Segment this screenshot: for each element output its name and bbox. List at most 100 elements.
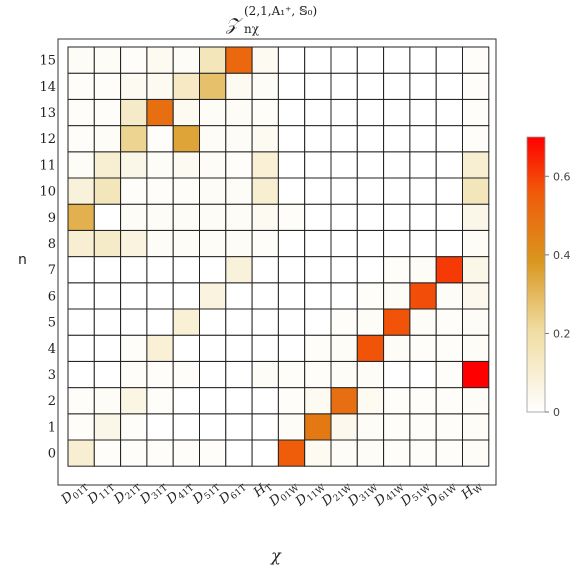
chart-title: 𝒵 (2,1,A₁⁺, 𝕊₀) nχ (225, 4, 317, 36)
heatmap-cell-n2-x0 (67, 387, 95, 415)
y-tick-label: 10 (39, 185, 56, 200)
heatmap-cell-n3-x10 (330, 360, 358, 389)
heatmap-cell-n5-x3 (146, 308, 174, 336)
heatmap-cell-n6-x0 (67, 282, 95, 310)
y-tick-label: 4 (48, 342, 56, 357)
heatmap-cell-n1-x1 (93, 413, 122, 441)
heatmap-cell-n0-x14 (435, 439, 464, 467)
heatmap-cell-n6-x8 (277, 282, 306, 310)
heatmap-cell-n14-x11 (356, 72, 385, 100)
heatmap-cell-n13-x9 (304, 98, 332, 127)
heatmap-cell-n11-x5 (199, 151, 227, 179)
heatmap-cell-n7-x12 (383, 256, 411, 284)
title-symbol: 𝒵 (225, 15, 243, 35)
heatmap-cell-n10-x3 (146, 177, 174, 205)
heatmap-cell-n15-x11 (356, 46, 385, 74)
heatmap-cell-n4-x14 (435, 334, 464, 362)
heatmap-cell-n14-x3 (146, 72, 174, 100)
heatmap-cell-n1-x3 (146, 413, 174, 441)
heatmap-cell-n8-x10 (330, 229, 358, 258)
heatmap-cell-n0-x3 (146, 439, 174, 467)
heatmap-cell-n10-x8 (277, 177, 306, 205)
heatmap-cell-n7-x1 (93, 256, 122, 284)
heatmap-cell-n12-x7 (251, 125, 279, 153)
y-tick-label: 12 (39, 132, 56, 147)
heatmap-cell-n2-x8 (277, 387, 306, 415)
heatmap-cell-n13-x7 (251, 98, 279, 127)
heatmap-cell-n3-x6 (225, 360, 253, 389)
heatmap-cell-n5-x5 (199, 308, 227, 336)
heatmap-cell-n14-x7 (251, 72, 279, 100)
heatmap-cell-n10-x5 (199, 177, 227, 205)
heatmap-cell-n9-x4 (172, 203, 200, 231)
heatmap-cell-n4-x0 (67, 334, 95, 362)
heatmap-cell-n0-x4 (172, 439, 200, 467)
heatmap-cell-n13-x8 (277, 98, 306, 127)
heatmap-cells (67, 46, 490, 467)
heatmap-cell-n6-x7 (251, 282, 279, 310)
heatmap-cell-n0-x8 (277, 439, 306, 467)
y-tick-label: 3 (48, 368, 56, 383)
heatmap-cell-n11-x9 (304, 151, 332, 179)
heatmap-cell-n3-x0 (67, 360, 95, 389)
heatmap-cell-n6-x9 (304, 282, 332, 310)
heatmap-cell-n13-x14 (435, 98, 464, 127)
plot-frame (57, 38, 497, 486)
heatmap-cell-n8-x14 (435, 229, 464, 258)
heatmap-cell-n0-x13 (409, 439, 437, 467)
y-tick-label: 2 (48, 394, 56, 409)
heatmap-cell-n1-x8 (277, 413, 306, 441)
heatmap-cell-n10-x4 (172, 177, 200, 205)
heatmap-cell-n4-x1 (93, 334, 122, 362)
heatmap-cell-n11-x3 (146, 151, 174, 179)
heatmap-cell-n15-x0 (67, 46, 95, 74)
heatmap-cell-n9-x12 (383, 203, 411, 231)
heatmap-cell-n14-x12 (383, 72, 411, 100)
heatmap-cell-n13-x12 (383, 98, 411, 127)
heatmap-cell-n9-x2 (120, 203, 148, 231)
heatmap-cell-n14-x13 (409, 72, 437, 100)
heatmap-cell-n6-x6 (225, 282, 253, 310)
heatmap-cell-n2-x11 (356, 387, 385, 415)
colorbar-tick-label: 0 (553, 406, 560, 419)
heatmap-cell-n6-x13 (409, 282, 437, 310)
heatmap-cell-n0-x9 (304, 439, 332, 467)
heatmap-cell-n14-x4 (172, 72, 200, 100)
heatmap-cell-n9-x0 (67, 203, 95, 231)
heatmap-cell-n12-x4 (172, 125, 200, 153)
heatmap-cell-n9-x7 (251, 203, 279, 231)
heatmap-cell-n3-x2 (120, 360, 148, 389)
heatmap-cell-n11-x13 (409, 151, 437, 179)
colorbar-tick-label: 0.2 (553, 327, 571, 340)
heatmap-cell-n0-x15 (462, 439, 490, 467)
heatmap-cell-n10-x11 (356, 177, 385, 205)
heatmap-cell-n4-x5 (199, 334, 227, 362)
heatmap-cell-n5-x6 (225, 308, 253, 336)
heatmap-cell-n12-x1 (93, 125, 122, 153)
heatmap-cell-n10-x1 (93, 177, 122, 205)
heatmap-cell-n3-x5 (199, 360, 227, 389)
heatmap-cell-n6-x10 (330, 282, 358, 310)
heatmap-cell-n4-x9 (304, 334, 332, 362)
heatmap-cell-n8-x5 (199, 229, 227, 258)
heatmap-cell-n11-x15 (462, 151, 490, 179)
heatmap-cell-n15-x14 (435, 46, 464, 74)
heatmap-cell-n0-x5 (199, 439, 227, 467)
heatmap-cell-n14-x6 (225, 72, 253, 100)
heatmap-cell-n8-x3 (146, 229, 174, 258)
heatmap-cell-n11-x7 (251, 151, 279, 179)
heatmap-cell-n9-x11 (356, 203, 385, 231)
heatmap-cell-n12-x13 (409, 125, 437, 153)
heatmap-cell-n9-x13 (409, 203, 437, 231)
heatmap-cell-n11-x8 (277, 151, 306, 179)
heatmap-cell-n8-x1 (93, 229, 122, 258)
heatmap-cell-n8-x4 (172, 229, 200, 258)
heatmap-cell-n10-x12 (383, 177, 411, 205)
heatmap-cell-n13-x4 (172, 98, 200, 127)
y-tick-label: 5 (48, 316, 56, 331)
heatmap-cell-n13-x13 (409, 98, 437, 127)
heatmap-cell-n5-x9 (304, 308, 332, 336)
heatmap-cell-n15-x13 (409, 46, 437, 74)
heatmap-cell-n7-x15 (462, 256, 490, 284)
x-tick-label: HW (458, 477, 486, 504)
